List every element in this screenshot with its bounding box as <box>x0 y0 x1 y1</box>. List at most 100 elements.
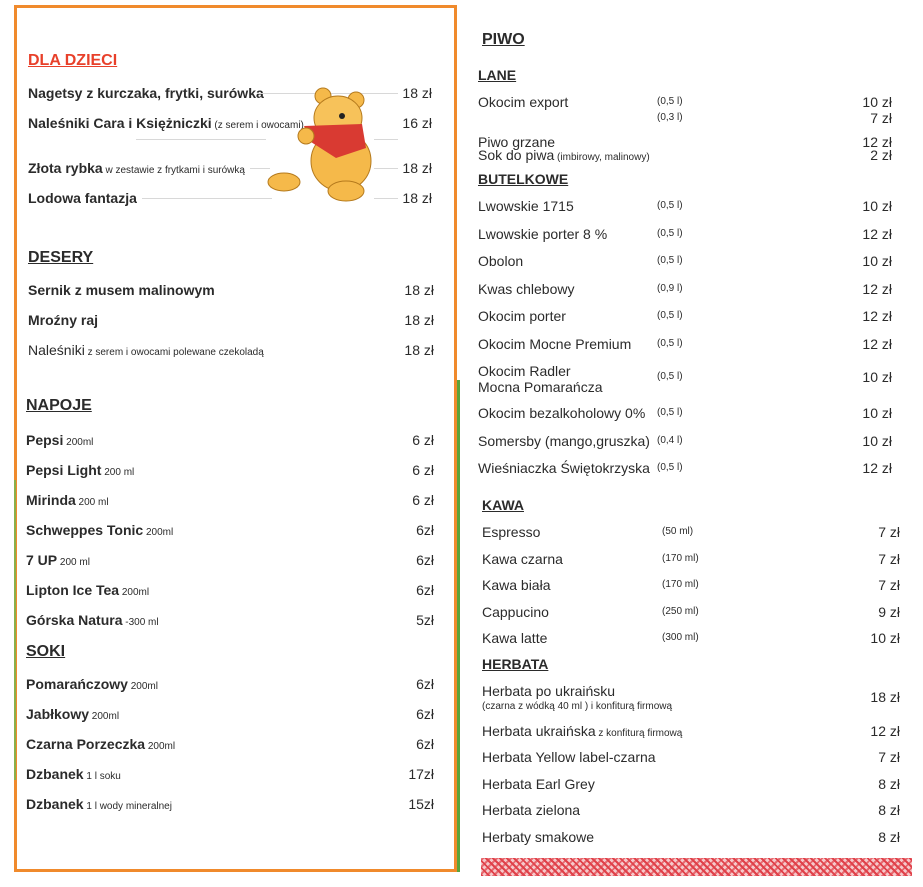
item-name: Okocim Mocne Premium <box>478 336 632 352</box>
item-volume: (170 ml) <box>662 552 699 564</box>
item-volume: (50 ml) <box>662 526 694 537</box>
item-name: Naleśniki <box>28 342 85 358</box>
item-name: Okocim export <box>478 94 569 110</box>
menu-item: Okocim Radler Mocna Pomarańcza <box>478 363 603 395</box>
item-volume: (0,5 l) <box>657 462 683 473</box>
item-price: 6zł <box>416 736 434 752</box>
item-name: Pepsi <box>26 432 64 448</box>
item-name: Obolon <box>478 253 524 269</box>
item-name: Cappucino <box>482 603 549 620</box>
item-name: Lodowa fantazja <box>28 190 137 206</box>
menu-item: Nagetsy z kurczaka, frytki, surówka <box>28 85 264 101</box>
item-volume: (0,4 l) <box>657 435 683 446</box>
item-volume: (0,5 l) <box>657 200 683 211</box>
item-price: 10 zł <box>862 405 892 421</box>
item-note: 200ml <box>63 437 94 448</box>
item-volume: (0,9 l) <box>657 283 683 294</box>
item-note: (z serem i owocami) <box>211 120 304 131</box>
item-volume: (250 ml) <box>662 605 699 617</box>
item-note: z serem i owocami polewane czekoladą <box>84 347 264 358</box>
item-price: 16 zł <box>402 115 432 131</box>
item-name: Jabłkowy <box>26 706 90 722</box>
item-name: Górska Natura <box>26 612 123 628</box>
left-panel-frame <box>14 5 457 872</box>
item-name: Pepsi Light <box>26 462 102 478</box>
item-name: Naleśniki Cara i Księżniczki <box>28 115 212 131</box>
item-name: Lwowskie porter 8 % <box>478 226 608 242</box>
item-price: 18 zł <box>402 85 432 101</box>
item-volume: (0,5 l) <box>657 255 683 266</box>
item-name: Okocim Radler <box>478 363 571 379</box>
menu-item: Okocim porter <box>478 308 566 324</box>
item-name: Herbata Yellow label-czarna <box>482 749 656 765</box>
item-note: 200ml <box>127 681 158 692</box>
menu-item: Piwo grzane <box>478 134 555 150</box>
item-price: 8 zł <box>878 776 900 792</box>
menu-item: Okocim bezalkoholowy 0% <box>478 405 645 421</box>
menu-item: Okocim Mocne Premium <box>478 336 631 352</box>
menu-item: Herbata Earl Grey <box>482 776 595 792</box>
item-price: 9 zł <box>878 603 900 620</box>
menu-item: Mirinda 200 ml <box>26 492 109 511</box>
frame-accent <box>14 480 16 780</box>
item-name: Herbata Earl Grey <box>482 776 595 792</box>
item-name: Herbata po ukraińsku <box>482 683 616 699</box>
item-price: 8 zł <box>878 829 900 845</box>
item-price: 7 zł <box>878 749 900 765</box>
menu-item: Mroźny raj <box>28 312 98 328</box>
item-name: Sok do piwa <box>478 147 555 163</box>
menu-item: Dzbanek 1 l soku <box>26 766 121 785</box>
item-note: -300 ml <box>122 617 159 628</box>
menu-item: Lipton Ice Tea 200ml <box>26 582 149 601</box>
item-note: 200ml <box>119 587 150 598</box>
item-name: Wieśniaczka Świętokrzyska <box>478 460 650 476</box>
item-price: 10 zł <box>862 253 892 269</box>
section-title-drinks: NAPOJE <box>26 397 92 414</box>
item-note: 200ml <box>143 527 174 538</box>
menu-item: Jabłkowy 200ml <box>26 706 119 725</box>
leader-line <box>374 168 398 169</box>
item-price: 12 zł <box>870 723 900 739</box>
menu-item: Kawa biała <box>482 577 551 593</box>
item-price: 12 zł <box>862 460 892 476</box>
item-price: 12 zł <box>862 336 892 352</box>
item-price: 10 zł <box>862 198 892 214</box>
item-name: Lipton Ice Tea <box>26 582 120 598</box>
menu-item: Lwowskie porter 8 % <box>478 226 607 242</box>
item-price: 12 zł <box>862 134 892 150</box>
item-price: 10 zł <box>870 630 900 646</box>
item-note: 1 l soku <box>83 771 121 782</box>
item-name: Dzbanek <box>26 766 84 782</box>
item-price: 2 zł <box>870 147 892 163</box>
menu-item: Okocim export <box>478 94 568 110</box>
item-price: 18 zł <box>404 282 434 298</box>
section-title-juices: SOKI <box>26 643 66 660</box>
item-price: 6 zł <box>412 432 434 448</box>
item-volume: (0,5 l) <box>657 96 683 107</box>
menu-item: 7 UP 200 ml <box>26 552 90 571</box>
item-volume: (0,5 l) <box>657 407 683 418</box>
item-volume: (0,3 l) <box>657 112 683 123</box>
leader-line <box>142 198 272 199</box>
item-name: Schweppes Tonic <box>26 522 144 538</box>
item-name: Okocim porter <box>478 308 566 324</box>
item-name: Kawa latte <box>482 630 548 646</box>
menu-item: Naleśniki Cara i Księżniczki (z serem i … <box>28 115 304 134</box>
menu-item: Kawa czarna <box>482 551 563 567</box>
leader-line <box>374 198 398 199</box>
section-title-draft: LANE <box>478 67 517 83</box>
menu-item: Herbaty smakowe <box>482 829 594 845</box>
item-price: 6zł <box>416 522 434 538</box>
item-note: 200 ml <box>101 467 135 478</box>
item-name: Okocim bezalkoholowy 0% <box>478 405 646 421</box>
menu-item: Herbata po ukraińsku (czarna z wódką 40 m… <box>482 683 672 715</box>
item-name: Sernik z musem malinowym <box>28 282 215 298</box>
menu-item: Herbata ukraińska z konfiturą firmową <box>482 723 682 742</box>
leader-line <box>250 168 270 169</box>
item-name: Herbaty smakowe <box>482 829 595 845</box>
item-name: Herbata zielona <box>482 802 581 818</box>
item-price: 5zł <box>416 612 434 628</box>
item-note: 200ml <box>89 711 120 722</box>
leader-line <box>374 139 398 140</box>
leader-line <box>136 139 266 140</box>
